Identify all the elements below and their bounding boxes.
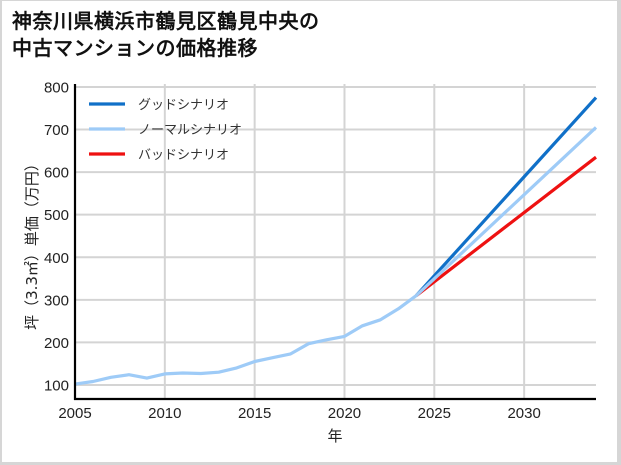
legend-label: バッドシナリオ — [138, 148, 229, 163]
y-axis-label: 坪（3.3㎡）単価（万円） — [23, 156, 41, 330]
x-tick-label: 2025 — [418, 405, 451, 422]
series-line — [74, 126, 598, 386]
legend-label: グッドシナリオ — [138, 98, 229, 113]
y-tick-label: 500 — [44, 207, 69, 224]
x-tick-label: 2030 — [507, 405, 540, 422]
x-tick-label: 2010 — [148, 405, 181, 422]
y-tick-labels: 100 200 300 400 500 600 700 800 — [44, 79, 69, 394]
chart-title-line-2: 中古マンションの価格推移 — [12, 36, 258, 60]
data-series — [74, 96, 598, 386]
x-tick-labels: 2005 2010 2015 2020 2025 2030 — [58, 405, 541, 422]
y-tick-label: 200 — [44, 335, 69, 352]
x-tick-label: 2005 — [58, 405, 91, 422]
x-tick-label: 2020 — [328, 405, 361, 422]
y-tick-label: 600 — [44, 165, 69, 182]
series-line — [415, 155, 597, 297]
y-tick-label: 400 — [44, 250, 69, 267]
y-tick-label: 800 — [44, 79, 69, 96]
chart-title: 神奈川県横浜市鶴見区鶴見中央の 中古マンションの価格推移 — [12, 8, 320, 62]
x-tick-label: 2015 — [238, 405, 271, 422]
x-axis-label: 年 — [327, 427, 342, 445]
series-line — [415, 96, 598, 297]
axes — [73, 84, 596, 401]
legend-label: ノーマルシナリオ — [138, 123, 242, 138]
y-tick-label: 300 — [44, 292, 69, 309]
chart-title-line-1: 神奈川県横浜市鶴見区鶴見中央の — [12, 9, 320, 33]
y-tick-label: 700 — [44, 122, 69, 139]
y-tick-label: 100 — [44, 377, 69, 394]
